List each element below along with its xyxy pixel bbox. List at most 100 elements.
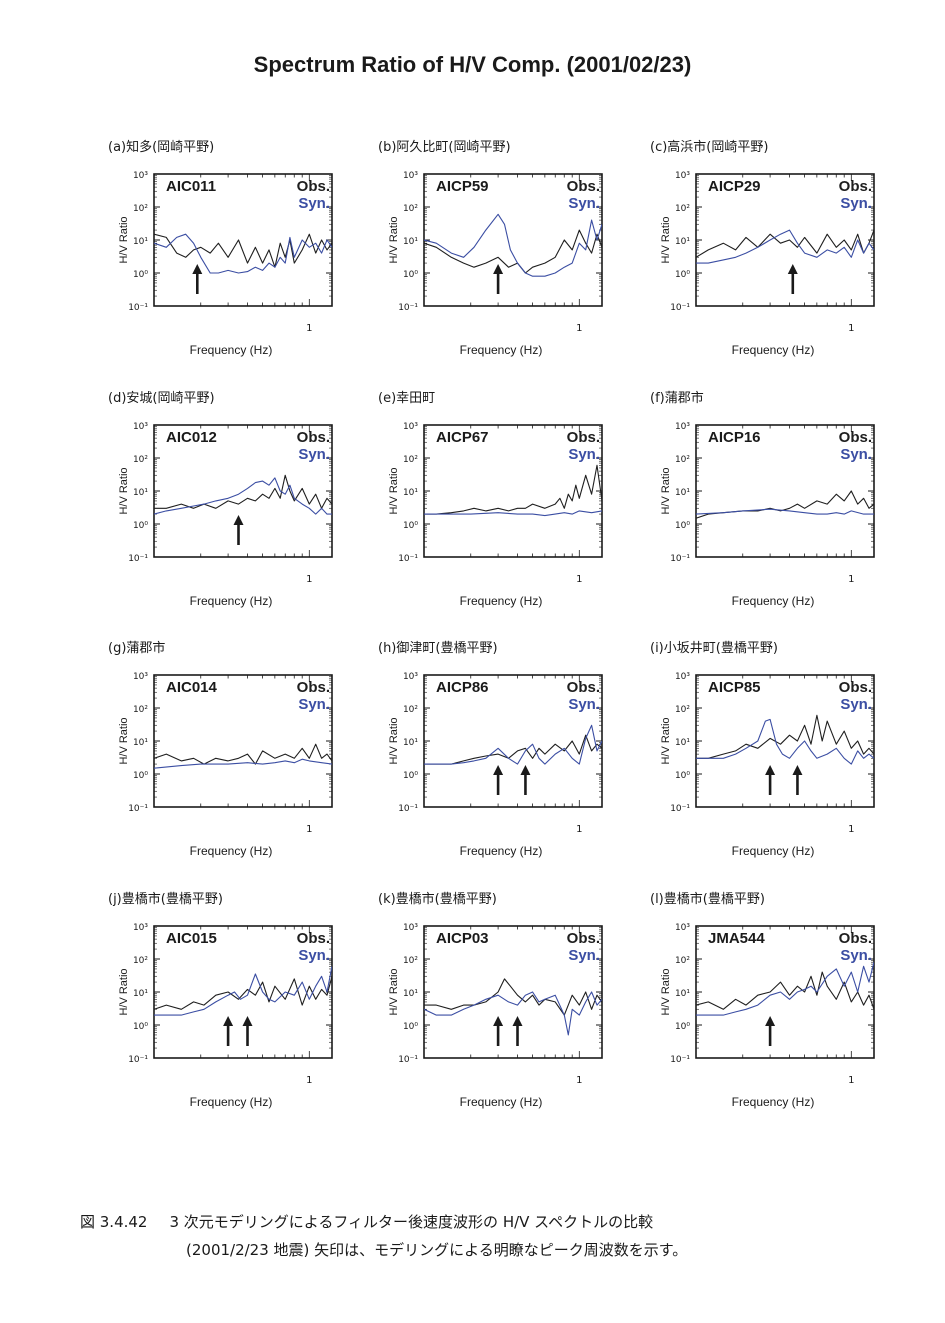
legend-syn: Syn. bbox=[298, 195, 330, 212]
panel-label: (k)豊橋市(豊橋平野) bbox=[378, 892, 497, 907]
x-tick-label: 1 bbox=[576, 323, 582, 334]
panel-label: (l)豊橋市(豊橋平野) bbox=[650, 892, 765, 907]
y-tick-label: 10¹ bbox=[133, 237, 148, 247]
y-tick-label: 10³ bbox=[675, 923, 690, 933]
station-code: AICP59 bbox=[436, 178, 489, 195]
obs-series-line bbox=[696, 971, 874, 1010]
y-tick-label: 10² bbox=[675, 705, 690, 715]
y-tick-label: 10¹ bbox=[133, 488, 148, 498]
syn-series-line bbox=[154, 477, 332, 515]
legend-syn: Syn. bbox=[840, 446, 872, 463]
syn-series-line bbox=[696, 508, 874, 515]
panel-label: (a)知多(岡崎平野) bbox=[108, 140, 215, 155]
station-code: JMA544 bbox=[708, 930, 765, 947]
y-axis-label: H/V Ratio bbox=[388, 968, 400, 1015]
y-tick-label: 10¹ bbox=[133, 989, 148, 999]
chart-svg: 10³ 10² 10¹ 10⁰ 10⁻¹ 1 Frequency (Hz) H/V Ratio… bbox=[118, 923, 333, 1109]
chart-panel: (f)蒲郡市 10³ 10² 10¹ 10⁰ 10⁻¹ 1 Frequency (Hz) H/V… bbox=[642, 387, 922, 619]
chart-svg: 10³ 10² 10¹ 10⁰ 10⁻¹ 1 Frequency (Hz) H/V Ratio… bbox=[660, 422, 875, 608]
legend-syn: Syn. bbox=[840, 696, 872, 713]
y-axis-label: H/V Ratio bbox=[660, 216, 672, 263]
x-axis-label: Frequency (Hz) bbox=[460, 343, 543, 357]
chart-panel: (l)豊橋市(豊橋平野) 10³ 10² 10¹ 10⁰ 10⁻¹ 1 Frequency (… bbox=[642, 888, 922, 1120]
obs-series-line bbox=[424, 464, 602, 515]
syn-series-line bbox=[696, 229, 874, 264]
y-tick-label: 10³ bbox=[675, 672, 690, 682]
y-tick-label: 10⁰ bbox=[675, 1022, 690, 1032]
y-tick-label: 10⁰ bbox=[133, 521, 148, 531]
syn-series-line bbox=[696, 718, 874, 765]
legend-obs: Obs. bbox=[297, 930, 330, 947]
y-axis-label: H/V Ratio bbox=[118, 216, 130, 263]
y-tick-label: 10² bbox=[403, 204, 418, 214]
syn-series-line bbox=[424, 991, 602, 1036]
y-tick-label: 10² bbox=[133, 204, 148, 214]
legend-syn: Syn. bbox=[840, 195, 872, 212]
caption-line-2: (2001/2/23 地震) 矢印は、モデリングによる明瞭なピーク周波数を示す。 bbox=[186, 1241, 688, 1259]
y-tick-label: 10⁰ bbox=[133, 771, 148, 781]
peak-arrow-head bbox=[493, 264, 504, 274]
x-tick-label: 1 bbox=[306, 323, 312, 334]
chart-svg: 10³ 10² 10¹ 10⁰ 10⁻¹ 1 Frequency (Hz) H/V Ratio… bbox=[388, 422, 603, 608]
x-axis-label: Frequency (Hz) bbox=[190, 844, 273, 858]
x-axis-label: Frequency (Hz) bbox=[732, 594, 815, 608]
x-tick-label: 1 bbox=[848, 1075, 854, 1086]
y-tick-label: 10¹ bbox=[675, 738, 690, 748]
chart-panel: (j)豊橋市(豊橋平野) 10³ 10² 10¹ 10⁰ 10⁻¹ 1 Frequency (… bbox=[100, 888, 380, 1120]
y-tick-label: 10⁰ bbox=[403, 1022, 418, 1032]
y-tick-label: 10³ bbox=[133, 171, 148, 181]
y-tick-label: 10⁻¹ bbox=[398, 1055, 418, 1065]
y-tick-label: 10¹ bbox=[675, 488, 690, 498]
chart-svg: 10³ 10² 10¹ 10⁰ 10⁻¹ 1 Frequency (Hz) H/V Ratio… bbox=[660, 171, 875, 357]
panel-label: (g)蒲郡市 bbox=[108, 641, 166, 656]
y-tick-label: 10⁻¹ bbox=[670, 303, 690, 313]
legend-syn: Syn. bbox=[568, 696, 600, 713]
station-code: AIC014 bbox=[166, 679, 218, 696]
chart-svg: 10³ 10² 10¹ 10⁰ 10⁻¹ 1 Frequency (Hz) H/V Ratio… bbox=[118, 171, 333, 357]
panel-label: (f)蒲郡市 bbox=[650, 391, 704, 406]
y-tick-label: 10² bbox=[403, 956, 418, 966]
y-tick-label: 10⁻¹ bbox=[128, 1055, 148, 1065]
syn-series-line bbox=[154, 758, 332, 769]
y-tick-label: 10² bbox=[133, 705, 148, 715]
y-tick-label: 10⁰ bbox=[403, 270, 418, 280]
y-tick-label: 10⁻¹ bbox=[670, 1055, 690, 1065]
y-tick-label: 10⁻¹ bbox=[670, 804, 690, 814]
y-tick-label: 10⁰ bbox=[675, 270, 690, 280]
peak-arrow-head bbox=[792, 765, 803, 775]
panel-label: (e)幸田町 bbox=[378, 391, 436, 406]
peak-arrow-head bbox=[787, 264, 798, 274]
peak-arrow-head bbox=[233, 515, 244, 525]
y-tick-label: 10³ bbox=[133, 422, 148, 432]
y-tick-label: 10² bbox=[133, 455, 148, 465]
x-tick-label: 1 bbox=[848, 323, 854, 334]
peak-arrow-head bbox=[765, 765, 776, 775]
y-tick-label: 10⁰ bbox=[133, 270, 148, 280]
chart-svg: 10³ 10² 10¹ 10⁰ 10⁻¹ 1 Frequency (Hz) H/V Ratio… bbox=[388, 923, 603, 1109]
panel-label: (c)高浜市(岡崎平野) bbox=[650, 140, 769, 155]
y-tick-label: 10¹ bbox=[403, 237, 418, 247]
chart-panel: (d)安城(岡崎平野) 10³ 10² 10¹ 10⁰ 10⁻¹ 1 Frequency (H… bbox=[100, 387, 380, 619]
y-tick-label: 10¹ bbox=[403, 738, 418, 748]
x-axis-label: Frequency (Hz) bbox=[460, 1095, 543, 1109]
y-tick-label: 10⁰ bbox=[133, 1022, 148, 1032]
legend-syn: Syn. bbox=[568, 195, 600, 212]
chart-panel: (e)幸田町 10³ 10² 10¹ 10⁰ 10⁻¹ 1 Frequency (Hz) H/V… bbox=[370, 387, 650, 619]
y-tick-label: 10⁰ bbox=[675, 771, 690, 781]
obs-series-line bbox=[154, 233, 332, 268]
y-tick-label: 10¹ bbox=[675, 989, 690, 999]
peak-arrow-head bbox=[242, 1016, 253, 1026]
y-axis-label: H/V Ratio bbox=[118, 467, 130, 514]
y-axis-label: H/V Ratio bbox=[388, 467, 400, 514]
syn-series-line bbox=[154, 966, 332, 1016]
obs-series-line bbox=[154, 743, 332, 765]
y-axis-label: H/V Ratio bbox=[660, 717, 672, 764]
x-tick-label: 1 bbox=[576, 824, 582, 835]
chart-panel: (a)知多(岡崎平野) 10³ 10² 10¹ 10⁰ 10⁻¹ 1 Frequency (H… bbox=[100, 136, 380, 368]
y-tick-label: 10⁻¹ bbox=[670, 554, 690, 564]
station-code: AICP85 bbox=[708, 679, 761, 696]
x-tick-label: 1 bbox=[306, 824, 312, 835]
y-axis-label: H/V Ratio bbox=[660, 467, 672, 514]
chart-svg: 10³ 10² 10¹ 10⁰ 10⁻¹ 1 Frequency (Hz) H/V Ratio… bbox=[660, 923, 875, 1109]
legend-syn: Syn. bbox=[568, 446, 600, 463]
